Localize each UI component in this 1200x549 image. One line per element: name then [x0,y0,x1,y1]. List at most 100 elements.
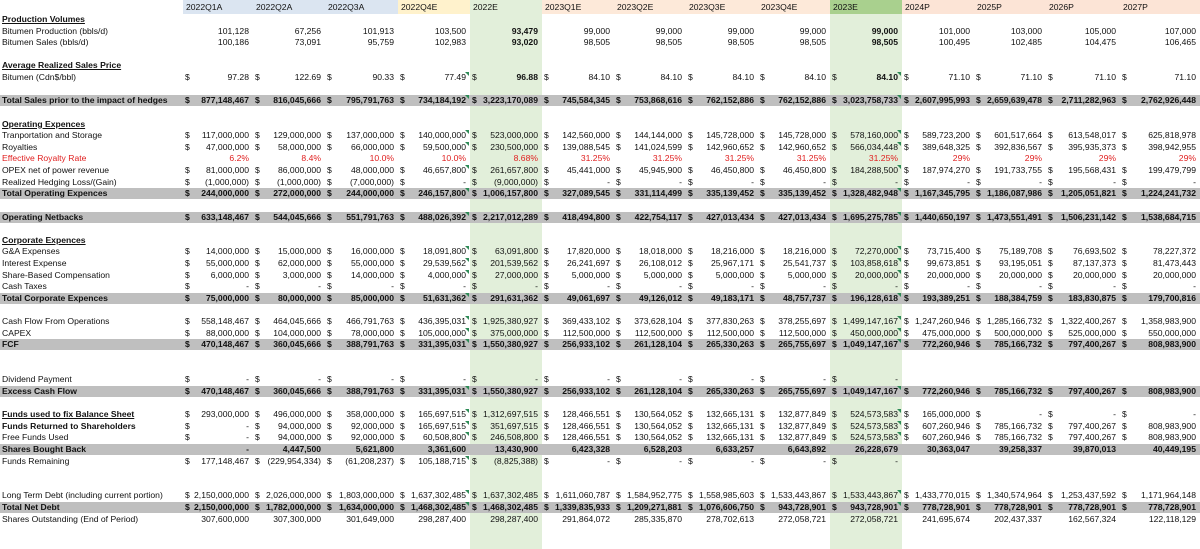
cell-value[interactable]: 778,728,901 [1148,502,1196,513]
cell-value[interactable]: 25,541,737 [782,258,826,269]
cell-value[interactable]: 92,000,000 [350,420,394,431]
cell-value[interactable]: 46,657,800 [422,165,466,176]
cell-value[interactable]: 112,500,000 [634,327,682,338]
cell-value[interactable]: 132,877,849 [778,409,826,420]
cell-value[interactable]: 75,000,000 [205,292,249,303]
row-label[interactable]: Total Operating Expences [2,188,108,199]
cell-value[interactable]: 112,500,000 [562,327,610,338]
row-label[interactable]: Cash Flow From Operations [2,316,110,327]
cell-value[interactable]: 122.69 [294,72,321,83]
cell-value[interactable]: 6,528,203 [643,443,682,454]
cell-value[interactable]: 6,423,328 [571,443,610,454]
cell-value[interactable]: 165,000,000 [922,409,970,420]
cell-value[interactable]: 360,045,666 [273,339,321,350]
cell-value[interactable]: 797,400,267 [1068,385,1116,396]
cell-value[interactable]: 99,000 [655,25,682,36]
cell-value[interactable]: 122,118,129 [1148,513,1196,524]
cell-value[interactable]: 5,000,000 [715,269,754,280]
cell-value[interactable]: 71.10 [1174,72,1196,83]
cell-value[interactable]: 496,000,000 [273,409,321,420]
cell-value[interactable]: 301,649,000 [346,513,394,524]
cell-value[interactable]: 10.0% [441,153,466,164]
cell-value[interactable]: 1,358,983,900 [1141,316,1196,327]
cell-value[interactable]: 1,312,697,515 [483,409,538,420]
cell-value[interactable]: - [895,455,898,466]
cell-value[interactable]: 15,000,000 [277,246,321,257]
cell-value[interactable]: (7,000,000) [350,176,394,187]
cell-value[interactable]: 18,018,000 [638,246,682,257]
cell-value[interactable]: 67,256 [294,25,321,36]
cell-value[interactable]: - [607,281,610,292]
cell-value[interactable]: - [607,374,610,385]
cell-value[interactable]: - [318,374,321,385]
cell-value[interactable]: 291,631,362 [490,292,538,303]
cell-value[interactable]: 29% [1098,153,1116,164]
cell-value[interactable]: - [607,455,610,466]
row-label[interactable]: Share-Based Compensation [2,269,110,280]
cell-value[interactable]: 132,665,131 [706,420,754,431]
cell-value[interactable]: - [391,374,394,385]
cell-value[interactable]: 5,000,000 [643,269,682,280]
cell-value[interactable]: 1,167,345,795 [915,188,970,199]
cell-value[interactable]: 272,058,721 [778,513,826,524]
cell-value[interactable]: 244,000,000 [346,188,394,199]
cell-value[interactable]: 101,000 [938,25,970,36]
cell-value[interactable]: 470,148,467 [201,339,249,350]
cell-value[interactable]: 1,440,650,197 [915,211,970,222]
cell-value[interactable]: 59,500,000 [422,141,466,152]
cell-value[interactable]: 331,114,499 [634,188,682,199]
cell-value[interactable]: 6,633,257 [715,443,754,454]
cell-value[interactable]: 1,611,060,787 [555,490,610,501]
cell-value[interactable]: 1,171,964,148 [1141,490,1196,501]
cell-value[interactable]: 100,495 [938,37,970,48]
cell-value[interactable]: 87,137,373 [1072,258,1116,269]
cell-value[interactable]: 140,000,000 [418,130,466,141]
cell-value[interactable]: 29% [1024,153,1042,164]
cell-value[interactable]: 31.25% [868,153,898,164]
period-header[interactable]: 2023E [830,0,902,14]
cell-value[interactable]: 142,960,652 [706,141,754,152]
cell-value[interactable]: 377,830,263 [706,316,754,327]
cell-value[interactable]: 20,000,000 [1072,269,1116,280]
cell-value[interactable]: 307,600,000 [201,513,249,524]
cell-value[interactable]: 75,189,708 [998,246,1042,257]
cell-value[interactable]: 1,209,271,881 [627,502,682,513]
cell-value[interactable]: 128,466,551 [562,432,610,443]
cell-value[interactable]: 47,000,000 [205,141,249,152]
cell-value[interactable]: 1,049,147,167 [843,339,898,350]
cell-value[interactable]: 265,755,697 [778,385,826,396]
cell-value[interactable]: - [463,374,466,385]
cell-value[interactable]: - [318,281,321,292]
cell-value[interactable]: 105,000 [1084,25,1116,36]
cell-value[interactable]: 524,573,583 [850,409,898,420]
cell-value[interactable]: 778,728,901 [1068,502,1116,513]
cell-value[interactable]: 71.10 [1020,72,1042,83]
cell-value[interactable]: 389,648,325 [922,141,970,152]
row-label[interactable]: Effective Royalty Rate [2,153,87,164]
cell-value[interactable]: 105,188,715 [418,455,466,466]
cell-value[interactable]: 77.49 [444,72,466,83]
cell-value[interactable]: - [246,281,249,292]
cell-value[interactable]: 388,791,763 [346,339,394,350]
cell-value[interactable]: 607,260,946 [922,420,970,431]
cell-value[interactable]: 3,223,170,089 [483,95,538,106]
cell-value[interactable]: 66,000,000 [350,141,394,152]
cell-value[interactable]: 762,152,886 [778,95,826,106]
cell-value[interactable]: 3,023,758,733 [843,95,898,106]
cell-value[interactable]: 78,227,372 [1152,246,1196,257]
cell-value[interactable]: 772,260,946 [922,339,970,350]
cell-value[interactable]: 84.10 [876,72,898,83]
cell-value[interactable]: 331,395,031 [418,339,466,350]
cell-value[interactable]: 4,000,000 [427,269,466,280]
cell-value[interactable]: 96.88 [516,72,538,83]
cell-value[interactable]: 105,000,000 [418,327,466,338]
cell-value[interactable]: 464,045,666 [273,316,321,327]
cell-value[interactable]: 778,728,901 [922,502,970,513]
cell-value[interactable]: 195,568,431 [1068,165,1116,176]
cell-value[interactable]: - [895,176,898,187]
row-label[interactable]: Total Net Debt [2,502,60,513]
cell-value[interactable]: 1,433,770,015 [915,490,970,501]
cell-value[interactable]: 1,637,302,485 [483,490,538,501]
cell-value[interactable]: 13,430,900 [494,443,538,454]
cell-value[interactable]: 184,288,500 [850,165,898,176]
